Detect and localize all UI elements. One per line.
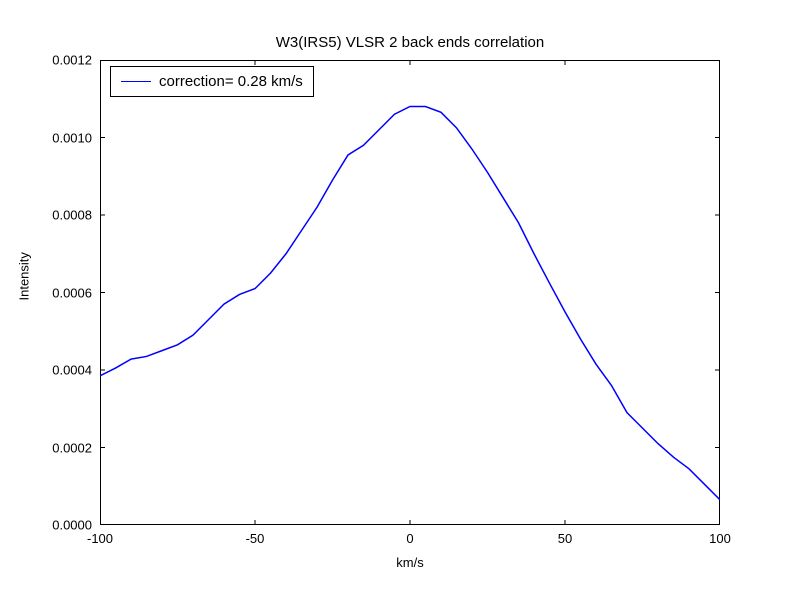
x-tick-label: 100 <box>709 531 731 546</box>
plot-area <box>100 60 720 525</box>
figure: W3(IRS5) VLSR 2 back ends correlation In… <box>0 0 800 600</box>
y-tick-label: 0.0008 <box>52 208 92 223</box>
x-tick-label: 50 <box>558 531 572 546</box>
x-tick-label: 0 <box>406 531 413 546</box>
x-tick-label: -50 <box>246 531 265 546</box>
legend-line-icon <box>121 81 151 82</box>
plot-svg <box>100 60 720 525</box>
legend: correction= 0.28 km/s <box>110 66 314 97</box>
y-tick-label: 0.0012 <box>52 53 92 68</box>
x-axis-label: km/s <box>100 555 720 570</box>
y-tick-label: 0.0006 <box>52 285 92 300</box>
data-line <box>100 107 720 500</box>
legend-label: correction= 0.28 km/s <box>159 73 303 90</box>
y-tick-label: 0.0004 <box>52 363 92 378</box>
x-tick-label: -100 <box>87 531 113 546</box>
chart-title: W3(IRS5) VLSR 2 back ends correlation <box>100 34 720 51</box>
y-axis-label: Intensity <box>17 280 32 300</box>
y-tick-label: 0.0002 <box>52 440 92 455</box>
y-tick-label: 0.0010 <box>52 130 92 145</box>
y-tick-label: 0.0000 <box>52 518 92 533</box>
